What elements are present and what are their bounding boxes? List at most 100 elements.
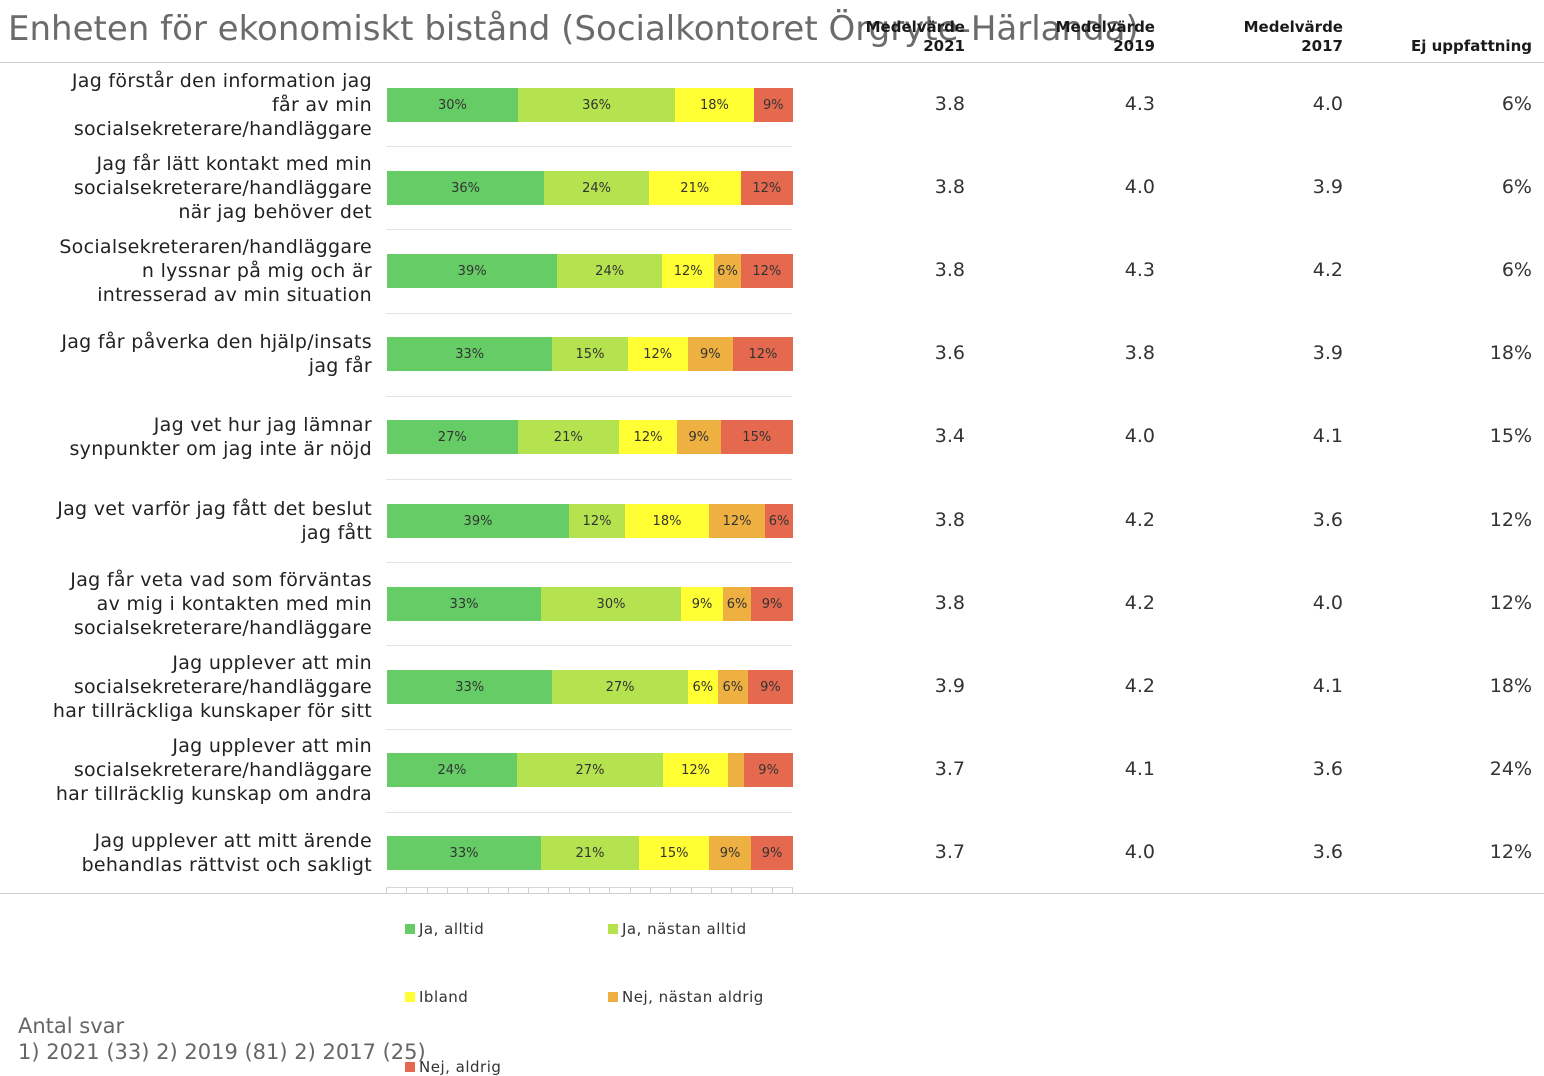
- axis-tick: [446, 888, 448, 894]
- legend-swatch: [405, 992, 415, 1002]
- column-header: Medelvärde 2019: [1056, 18, 1155, 56]
- data-label: 18%: [699, 97, 729, 113]
- bar-segment-ja-nästan-alltid: 21%: [541, 836, 639, 870]
- value-m2017: 4.0: [1312, 592, 1343, 614]
- stacked-bar: 36% 24% 21% 12%: [387, 171, 793, 205]
- data-label: 18%: [652, 513, 682, 529]
- stacked-bar: 27% 21% 12% 9% 15%: [387, 420, 793, 454]
- value-m2019: 4.1: [1124, 758, 1155, 780]
- value-ej: 12%: [1489, 841, 1532, 863]
- value-m2019: 4.0: [1124, 176, 1155, 198]
- stacked-bar: 39% 24% 12% 6% 12%: [387, 254, 793, 288]
- bar-segment-nej-nästan-aldrig: 12%: [709, 504, 765, 538]
- row-separator: [386, 479, 792, 480]
- data-label: 33%: [455, 346, 485, 362]
- column-header: Ej uppfattning: [1411, 18, 1532, 56]
- bar-segment-ja-alltid: 33%: [387, 337, 553, 371]
- axis-tick: [731, 888, 733, 894]
- row-label-line: jag får: [308, 355, 372, 377]
- data-label: 27%: [437, 429, 467, 445]
- row-label: Jag upplever att min socialsekreterare/ha…: [0, 734, 372, 806]
- value-m2017: 3.6: [1312, 758, 1343, 780]
- data-label: 12%: [673, 263, 703, 279]
- row-separator: [386, 729, 792, 730]
- row-label-line: Jag vet hur jag lämnar: [153, 414, 372, 436]
- column-header-line: 2017: [1301, 37, 1343, 55]
- bar-segment-nej-nästan-aldrig: 6%: [717, 670, 748, 704]
- data-label: 12%: [681, 762, 710, 778]
- bar-segment-nej-aldrig: 9%: [744, 753, 793, 787]
- row-label-line: n lyssnar på mig och är: [141, 260, 372, 282]
- data-label: 30%: [438, 97, 467, 113]
- row-label-line: Jag får veta vad som förväntas: [70, 569, 372, 591]
- row-label-line: Jag får lätt kontakt med min: [96, 153, 372, 175]
- bar-segment-ja-nästan-alltid: 15%: [552, 337, 628, 371]
- footer-divider: [0, 893, 1544, 894]
- bar-segment-nej-nästan-aldrig: [728, 753, 745, 787]
- stacked-bar: 39% 12% 18% 12% 6%: [387, 504, 793, 538]
- data-label: 9%: [763, 97, 784, 113]
- data-label: 12%: [582, 513, 612, 529]
- row-label-line: socialsekreterare/handläggare: [73, 118, 372, 140]
- bar-segment-ja-alltid: 39%: [387, 254, 558, 288]
- row-label-line: socialsekreterare/handläggare: [73, 676, 372, 698]
- legend-item: Nej, aldrig: [405, 1058, 501, 1076]
- legend-swatch: [608, 992, 618, 1002]
- x-axis: [386, 887, 793, 896]
- data-label: 6%: [692, 679, 714, 695]
- axis-tick: [467, 888, 469, 894]
- column-header-line: 2021: [923, 37, 965, 55]
- data-label: 36%: [582, 97, 611, 113]
- value-m2021: 3.8: [934, 259, 965, 281]
- bar-segment-nej-nästan-aldrig: 9%: [687, 337, 733, 371]
- data-label: 33%: [455, 679, 485, 695]
- legend-label: Ja, nästan alltid: [622, 920, 747, 938]
- data-label: 24%: [582, 180, 611, 196]
- row-label-line: har tillräcklig kunskap om andra: [55, 783, 372, 805]
- value-m2019: 3.8: [1124, 342, 1155, 364]
- row-label-line: Jag upplever att min: [172, 735, 372, 757]
- row-label: Jag får veta vad som förväntas av mig i k…: [0, 568, 372, 640]
- axis-tick: [589, 888, 590, 894]
- axis-tick: [792, 888, 793, 894]
- data-label: 6%: [722, 679, 744, 695]
- bar-segment-nej-aldrig: 12%: [740, 254, 793, 288]
- axis-tick: [507, 888, 509, 894]
- bar-segment-nej-aldrig: 9%: [753, 88, 793, 122]
- data-label: 12%: [633, 429, 663, 445]
- row-label-line: behandlas rättvist och sakligt: [81, 854, 372, 876]
- value-ej: 18%: [1489, 675, 1532, 697]
- row-label-line: Jag får påverka den hjälp/insats: [61, 331, 372, 353]
- bar-segment-nej-nästan-aldrig: 9%: [677, 420, 721, 454]
- row-separator: [386, 812, 792, 813]
- axis-tick: [568, 888, 570, 894]
- axis-tick: [629, 888, 631, 894]
- row-separator: [386, 229, 792, 230]
- footnote-heading: Antal svar: [18, 1014, 125, 1038]
- value-m2017: 4.0: [1312, 93, 1343, 115]
- bar-segment-ibland: 12%: [662, 254, 715, 288]
- footnote-text: 1) 2021 (33) 2) 2019 (81) 2) 2017 (25): [18, 1040, 426, 1064]
- row-label-line: Jag vet varför jag fått det beslut: [57, 498, 372, 520]
- row-label-line: när jag behöver det: [178, 201, 372, 223]
- stacked-bar: 33% 21% 15% 9% 9%: [387, 836, 793, 870]
- data-label: 36%: [451, 180, 481, 196]
- column-header-line: 2019: [1113, 37, 1155, 55]
- data-label: 9%: [758, 762, 779, 778]
- chart-title: Enheten för ekonomiskt bistånd (Socialko…: [8, 9, 1139, 49]
- stacked-bar: 33% 27% 6% 6% 9%: [387, 670, 793, 704]
- bar-segment-nej-aldrig: 6%: [765, 504, 793, 538]
- legend-item: Nej, nästan aldrig: [608, 988, 764, 1006]
- bar-segment-ibland: 12%: [663, 753, 729, 787]
- column-header-line: Medelvärde: [1243, 18, 1343, 36]
- row-label-line: får av min: [272, 94, 372, 116]
- axis-tick: [670, 888, 672, 894]
- bar-segment-ja-nästan-alltid: 27%: [516, 753, 664, 787]
- value-m2017: 4.2: [1312, 259, 1343, 281]
- header-divider: [0, 62, 1544, 63]
- bar-segment-ja-alltid: 30%: [387, 88, 518, 122]
- bar-segment-ja-nästan-alltid: 12%: [569, 504, 625, 538]
- data-label: 12%: [748, 346, 778, 362]
- value-m2019: 4.3: [1124, 93, 1155, 115]
- data-label: 9%: [761, 596, 783, 612]
